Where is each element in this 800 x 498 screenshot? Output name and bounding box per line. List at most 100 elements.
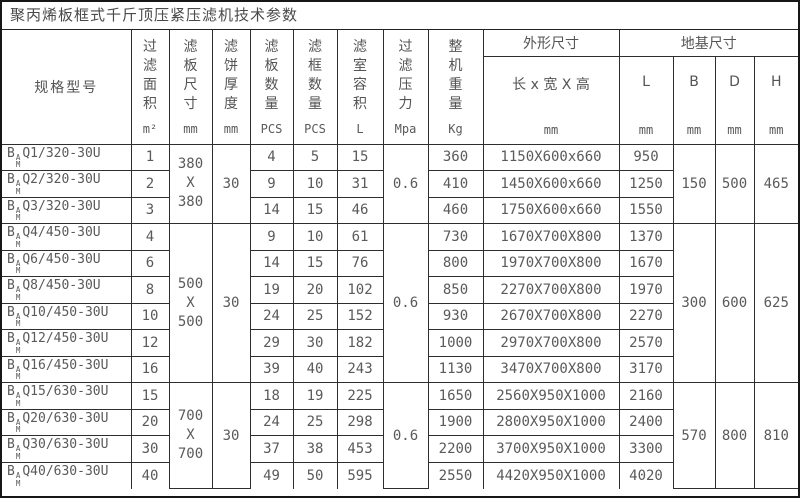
cell-model: B A M Q12/450-30U xyxy=(2,329,132,357)
model-prefix-sub: M xyxy=(15,319,21,329)
cell-outline-dims: 2560X950X1000 xyxy=(482,382,620,410)
model-prefix-base: B xyxy=(7,437,15,453)
cell-model: B A M Q20/630-30U xyxy=(2,408,132,436)
cell-frame-qty: 15 xyxy=(292,249,338,277)
col-header-filter-area-unit: m² xyxy=(142,122,158,137)
cell-plate-qty: 39 xyxy=(249,355,294,383)
cell-model: B A M Q2/320-30U xyxy=(2,170,132,198)
cell-foundation-l: 950 xyxy=(618,143,674,171)
cell-cake-thickness: 30 xyxy=(211,143,251,224)
col-header-cake-thickness-unit: mm xyxy=(223,122,239,137)
model-prefix-base: B xyxy=(7,410,15,426)
model-prefix-sup: A xyxy=(15,417,21,427)
cell-frame-qty: 50 xyxy=(292,461,338,489)
plate-size-line: X xyxy=(186,175,195,192)
cell-chamber-volume: 298 xyxy=(336,408,384,436)
col-header-plate-qty: 滤板数量 PCS xyxy=(249,30,294,145)
model-name: Q12/450-30U xyxy=(22,331,109,347)
col-header-foundation-l-unit: mm xyxy=(638,122,654,137)
plate-size-line: 380 xyxy=(177,194,204,211)
cell-frame-qty: 5 xyxy=(292,143,338,171)
cell-model: B A M Q30/630-30U xyxy=(2,435,132,463)
col-header-plate-size-label: 滤板尺寸 xyxy=(183,39,198,113)
model-prefix-sup: A xyxy=(15,285,21,295)
cell-chamber-volume: 76 xyxy=(336,249,384,277)
model-name: Q4/450-30U xyxy=(22,225,101,241)
col-header-plate-size-unit: mm xyxy=(183,122,198,137)
cell-outline-dims: 1750X600x660 xyxy=(482,196,620,224)
cell-frame-qty: 20 xyxy=(292,276,338,304)
cell-foundation-l: 2400 xyxy=(618,408,673,436)
cell-machine-weight: 1130 xyxy=(427,355,484,383)
cell-plate-qty: 37 xyxy=(249,435,294,463)
col-header-model-label: 规格型号 xyxy=(34,79,99,96)
cell-model: B A M Q6/450-30U xyxy=(2,249,132,277)
col-header-foundation-b-unit: mm xyxy=(686,122,702,137)
model-prefix-base: B xyxy=(7,464,15,479)
plate-size-line: 700 xyxy=(177,446,204,462)
cell-outline-dims: 3700X950X1000 xyxy=(482,435,620,463)
cell-machine-weight: 730 xyxy=(427,223,484,251)
table-row: B A M Q4/450-30U 4 500 X 500 30 9 10 61 0.6 730 1670X7… xyxy=(2,223,798,383)
table-row: B A M Q8/450-30U 8 19 20 102 850 2270X700X800 1970 xyxy=(2,276,798,304)
cell-plate-qty: 4 xyxy=(249,143,294,171)
model-prefix-base: B xyxy=(7,331,15,347)
cell-machine-weight: 1000 xyxy=(427,329,484,357)
col-header-plate-qty-unit: PCS xyxy=(260,122,283,137)
cell-machine-weight: 800 xyxy=(427,249,484,277)
col-header-foundation-h-unit: mm xyxy=(769,122,784,137)
col-header-foundation-b: B mm xyxy=(672,55,716,145)
cell-filter-area: 10 xyxy=(130,302,170,330)
cell-filter-area: 4 xyxy=(130,223,170,251)
model-prefix-sup: A xyxy=(15,232,21,242)
cell-foundation-l: 1550 xyxy=(618,196,673,224)
cell-foundation-l: 1250 xyxy=(618,170,673,198)
model-prefix-sub: M xyxy=(15,451,21,461)
cell-foundation-h: 810 xyxy=(753,382,798,489)
cell-filter-pressure: 0.6 xyxy=(382,223,429,383)
cell-cake-thickness: 30 xyxy=(211,382,251,489)
cell-filter-area: 30 xyxy=(130,435,170,463)
col-header-chamber-volume-label: 滤室容积 xyxy=(353,39,367,113)
model-prefix-base: B xyxy=(7,357,15,373)
model-prefix-sub: M xyxy=(15,239,21,249)
cell-chamber-volume: 243 xyxy=(336,355,384,383)
cell-foundation-l: 1970 xyxy=(618,276,673,304)
table-row: B A M Q20/630-30U 20 24 25 298 1900 2800X950X1000… xyxy=(2,408,798,436)
model-prefix-base: B xyxy=(7,198,15,214)
table-row: B A M Q10/450-30U 10 24 25 152 930 2670X700X800 22… xyxy=(2,302,798,330)
cell-foundation-l: 3300 xyxy=(618,435,673,463)
model-prefix-sub: M xyxy=(15,160,21,170)
col-header-plate-qty-label: 滤板数量 xyxy=(264,39,279,113)
model-prefix-sub: M xyxy=(15,213,21,223)
cell-outline-dims: 1970X700X800 xyxy=(482,249,620,277)
col-header-plate-size: 滤板尺寸 mm xyxy=(168,30,213,145)
col-header-lwh-label: 长 x 宽 X 高 xyxy=(512,76,590,93)
cell-foundation-b: 300 xyxy=(672,223,716,383)
table-row: B A M Q12/450-30U 12 29 30 182 1000 2970X700X800 2… xyxy=(2,329,798,357)
table-row: B A M Q2/320-30U 2 9 10 31 410 1450X600x660 1250 xyxy=(2,170,798,198)
model-prefix-sup: A xyxy=(15,391,21,401)
col-header-model: 规格型号 xyxy=(2,30,132,145)
spec-table: 规格型号 过滤面积 m² 滤板尺寸 mm 滤饼厚度 xyxy=(2,30,798,489)
plate-size-line: 500 xyxy=(177,313,204,330)
model-name: Q15/630-30U xyxy=(22,384,109,400)
cell-plate-qty: 19 xyxy=(249,276,294,304)
model-name: Q30/630-30U xyxy=(22,437,109,453)
col-header-foundation-d: D mm xyxy=(714,55,755,145)
model-name: Q8/450-30U xyxy=(22,278,101,294)
cell-outline-dims: 2970X700X800 xyxy=(482,329,620,357)
cell-plate-qty: 29 xyxy=(249,329,294,357)
model-prefix-sup: A xyxy=(15,338,21,348)
cell-chamber-volume: 182 xyxy=(336,329,384,357)
cell-plate-qty: 24 xyxy=(249,408,294,436)
model-name: Q6/450-30U xyxy=(22,251,101,267)
cell-plate-size: 380 X 380 xyxy=(168,143,213,224)
